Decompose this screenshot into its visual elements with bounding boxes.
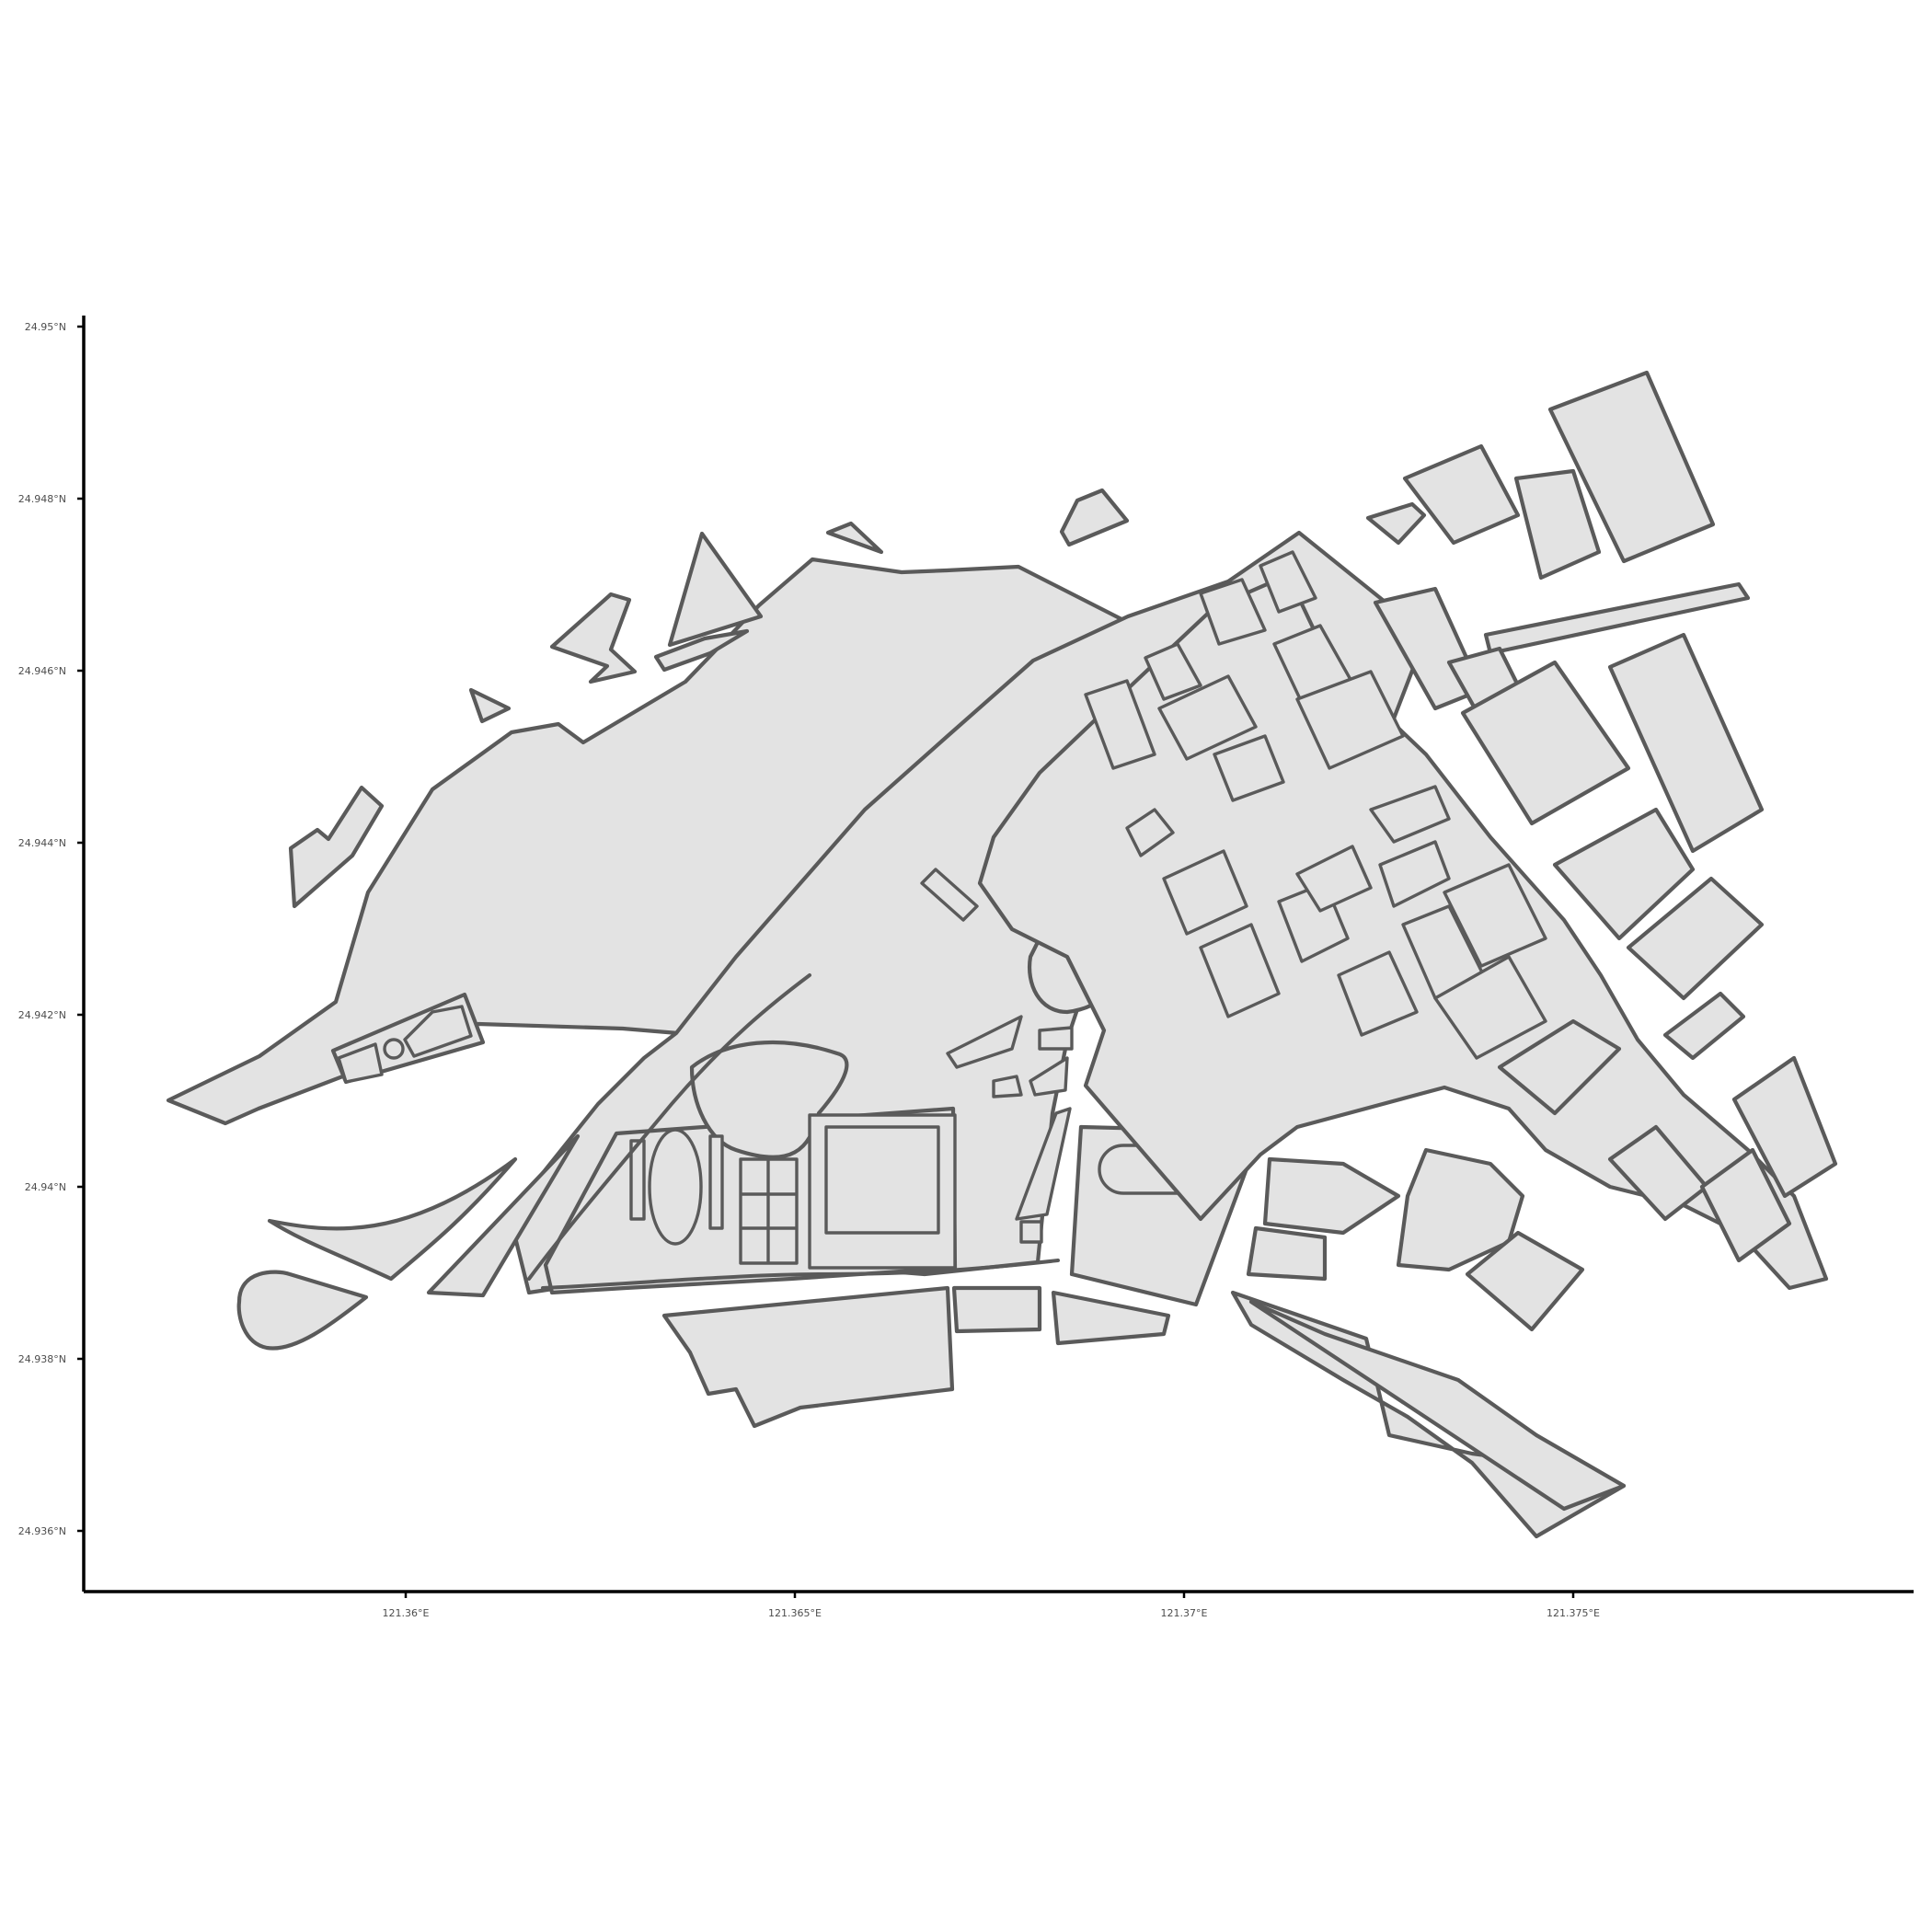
sw-drop-island [236, 1270, 369, 1351]
academic-block-inner [824, 1125, 940, 1235]
east-block-m [1497, 1018, 1622, 1116]
x-tick-label: 121.365°E [768, 1607, 822, 1619]
islet-1 [825, 521, 884, 555]
east-block-c [1513, 468, 1602, 581]
east-block-l [1662, 991, 1746, 1061]
y-tick-label: 24.948°N [18, 493, 66, 505]
nc-building-19 [1433, 955, 1547, 1060]
nc-building-9 [1369, 785, 1451, 844]
south-parcel-1 [661, 1285, 955, 1429]
west-round-building [383, 1038, 405, 1060]
central-building-1 [920, 868, 979, 922]
islet-5 [549, 592, 638, 684]
west-complex-wing [403, 1005, 473, 1058]
y-axis: 24.95°N 24.948°N 24.946°N 24.944°N 24.94… [18, 316, 86, 1592]
east-block-i [1607, 632, 1765, 854]
running-track [648, 1128, 703, 1246]
nc-building-15 [1378, 840, 1451, 908]
court-grid-line-1 [741, 1159, 797, 1263]
x-tick-label: 121.36°E [383, 1607, 430, 1619]
nc-building-4 [1199, 578, 1267, 646]
campus-ring-road [527, 973, 811, 1281]
south-parcel-2 [951, 1285, 1042, 1334]
y-tick-group [77, 325, 84, 1533]
central-building-5 [1029, 1056, 1069, 1097]
x-axis: 121.36°E 121.365°E 121.37°E 121.375°E [84, 1590, 1914, 1619]
nc-building-16 [1337, 950, 1419, 1037]
east-block-h [1460, 660, 1631, 826]
nc-building-8 [1295, 670, 1405, 770]
nc-building-18 [1443, 863, 1547, 968]
islet-4 [653, 628, 750, 673]
central-building-6 [1015, 1107, 1072, 1221]
sw-arc-spit [267, 1156, 518, 1282]
y-tick-label: 24.946°N [18, 665, 66, 677]
y-tick-label: 24.938°N [18, 1353, 66, 1365]
islet-3 [667, 531, 764, 648]
map-roads [527, 973, 1060, 1290]
nc-building-3 [1157, 674, 1258, 761]
nc-building-11 [1162, 849, 1248, 936]
nc-building-12 [1199, 923, 1281, 1018]
y-tick-label: 24.95°N [25, 321, 66, 333]
south-parcel-3 [1051, 1290, 1171, 1346]
y-tick-labels: 24.95°N 24.948°N 24.946°N 24.944°N 24.94… [18, 321, 66, 1537]
y-tick-label: 24.936°N [18, 1525, 66, 1537]
south-parcel-6 [1262, 1156, 1401, 1236]
y-tick-label: 24.944°N [18, 837, 66, 849]
x-tick-label: 121.37°E [1161, 1607, 1208, 1619]
west-complex-inner [337, 1042, 384, 1084]
east-block-k [1626, 876, 1765, 1001]
nc-building-2 [1144, 642, 1202, 701]
central-building-2 [946, 1015, 1023, 1069]
nc-building-10 [1125, 808, 1175, 857]
nc-building-14 [1295, 845, 1373, 913]
nc-building-1 [1084, 679, 1156, 770]
y-tick-label: 24.942°N [18, 1009, 66, 1021]
central-building-4 [992, 1075, 1023, 1098]
east-block-p [1731, 1055, 1838, 1199]
central-building-7 [1019, 1220, 1043, 1244]
sw-pier [426, 1133, 581, 1298]
east-block-j [1552, 807, 1696, 941]
nc-building-5 [1259, 550, 1317, 614]
map-features [166, 370, 1838, 1539]
east-block-b [1402, 443, 1521, 546]
east-block-d [1547, 370, 1716, 564]
south-parcel-7 [1246, 1225, 1328, 1282]
x-tick-group [404, 1592, 1575, 1598]
south-road [541, 1259, 1060, 1290]
x-tick-labels: 121.36°E 121.365°E 121.37°E 121.375°E [383, 1607, 1600, 1619]
y-tick-label: 24.94°N [25, 1181, 66, 1193]
se-shore-parcel-2 [1465, 1230, 1585, 1332]
islet-7 [288, 785, 385, 909]
se-shore-parcel [1396, 1147, 1525, 1272]
south-parcel-5 [1248, 1299, 1627, 1512]
east-block-e [1483, 581, 1751, 656]
x-tick-label: 121.375°E [1547, 1607, 1600, 1619]
islet-2 [1059, 488, 1130, 547]
east-block-a [1365, 501, 1427, 546]
islet-6 [468, 687, 512, 724]
central-building-3 [1038, 1026, 1074, 1051]
nc-building-6 [1213, 734, 1285, 802]
track-strip-east [708, 1134, 724, 1230]
east-block-o [1699, 1147, 1792, 1263]
